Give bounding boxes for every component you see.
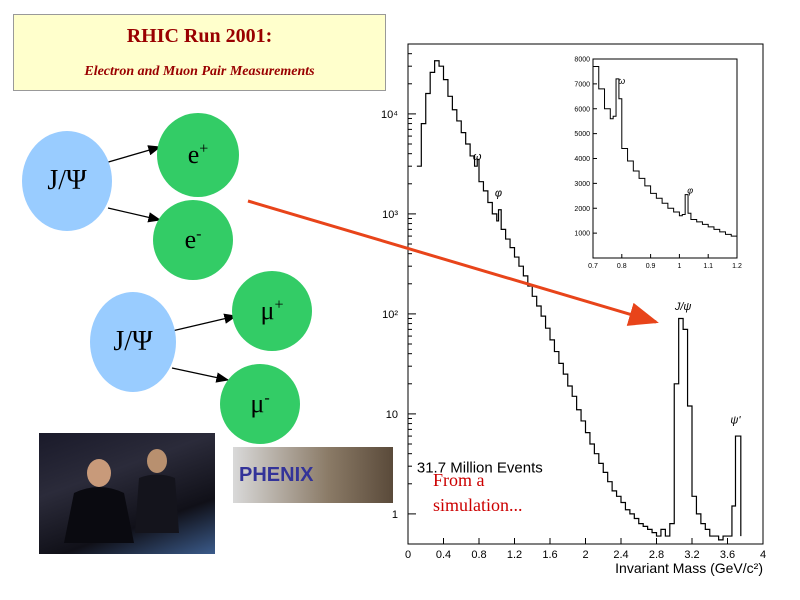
x-tick-label: 3.6 — [720, 549, 735, 561]
mass-spectrum-series — [416, 60, 742, 541]
slide-title: RHIC Run 2001: — [126, 25, 273, 47]
x-tick-label: 0.8 — [471, 549, 486, 561]
e-plus-circle: e+ — [157, 113, 239, 197]
e-minus-label: e- — [184, 225, 202, 254]
x-tick-label: 2.8 — [649, 549, 664, 561]
inset-x-tick-label: 0.9 — [646, 263, 656, 270]
x-tick-label: 4 — [760, 549, 766, 561]
inset-y-tick-label: 6000 — [574, 106, 590, 113]
peak-label: ψ' — [730, 414, 741, 426]
inset-y-tick-label: 1000 — [574, 231, 590, 238]
peak-label: J/ψ — [674, 301, 692, 313]
inset-chart: 0.7 0.8 0.9 1 1.1 1.2 1000 2000 3000 4000 5000 6000… — [574, 57, 742, 271]
note-line-1: From a — [433, 470, 485, 490]
arrow-to-e-plus — [104, 145, 162, 164]
inset-x-tick-label: 1 — [677, 263, 681, 270]
jpsi-circle-muon: J/Ψ — [90, 292, 176, 392]
x-tick-label: 2 — [582, 549, 588, 561]
inset-y-tick-label: 7000 — [574, 81, 590, 88]
jpsi-label: J/Ψ — [113, 326, 153, 357]
x-tick-label: 3.2 — [684, 549, 699, 561]
inset-y-tick-label: 5000 — [574, 131, 590, 138]
note-line-2: simulation... — [433, 495, 523, 515]
x-tick-label: 0 — [405, 549, 411, 561]
mu-minus-circle: μ- — [220, 364, 300, 444]
y-tick-label: 10³ — [382, 209, 398, 221]
x-tick-label: 0.4 — [436, 549, 451, 561]
e-minus-circle: e- — [153, 200, 233, 280]
y-tick-label: 10 — [386, 409, 398, 421]
red-arrow — [247, 199, 659, 326]
inset-peak-label: ω — [618, 76, 625, 86]
peak-label: φ — [495, 188, 502, 200]
x-tick-label: 1.2 — [507, 549, 522, 561]
jpsi-circle-electron: J/Ψ — [22, 131, 112, 231]
x-axis-label: Invariant Mass (GeV/c²) — [615, 560, 763, 576]
arrow-to-e-minus — [107, 207, 162, 223]
experimenters-photo — [39, 433, 215, 554]
photo-figures — [64, 449, 179, 543]
peak-label: ω — [473, 151, 482, 163]
mu-plus-circle: μ+ — [232, 271, 312, 351]
inset-y-tick-label: 4000 — [574, 156, 590, 163]
slide-subtitle: Electron and Muon Pair Measurements — [84, 64, 315, 79]
inset-series — [593, 65, 738, 238]
mu-minus-label: μ- — [250, 389, 270, 418]
inset-peak-label: φ — [687, 185, 693, 195]
y-tick-label: 10² — [382, 309, 398, 321]
phenix-logo-text: PHENIX — [239, 464, 314, 486]
inset-x-tick-label: 1.1 — [703, 263, 713, 270]
x-tick-label: 2.4 — [613, 549, 628, 561]
inset-x-tick-label: 0.7 — [588, 263, 598, 270]
inset-y-tick-label: 2000 — [574, 206, 590, 213]
x-tick-label: 1.6 — [542, 549, 557, 561]
arrow-to-mu-minus — [171, 367, 230, 383]
inset-frame — [592, 58, 738, 259]
simulation-note: From a simulation... — [433, 468, 523, 518]
inset-y-tick-label: 3000 — [574, 181, 590, 188]
title-box: RHIC Run 2001: Electron and Muon Pair Me… — [13, 14, 386, 91]
arrow-to-mu-plus — [171, 313, 238, 332]
e-plus-label: e+ — [187, 140, 209, 169]
inset-y-tick-label: 8000 — [574, 57, 590, 64]
mu-plus-label: μ+ — [260, 296, 284, 325]
jpsi-label: J/Ψ — [47, 165, 87, 196]
invariant-mass-chart: 0 0.4 0.8 1.2 1.6 2 2.4 2.8 3.2 3.6 4 1 10 10² 10³ 10⁴ ω… — [381, 43, 766, 576]
phenix-logo: PHENIX — [233, 447, 393, 503]
inset-x-tick-label: 0.8 — [617, 263, 627, 270]
events-annotation: 31.7 Million Events — [417, 459, 543, 476]
y-tick-label: 10⁴ — [381, 109, 398, 121]
y-tick-label: 1 — [392, 509, 398, 521]
inset-x-tick-label: 1.2 — [732, 263, 742, 270]
